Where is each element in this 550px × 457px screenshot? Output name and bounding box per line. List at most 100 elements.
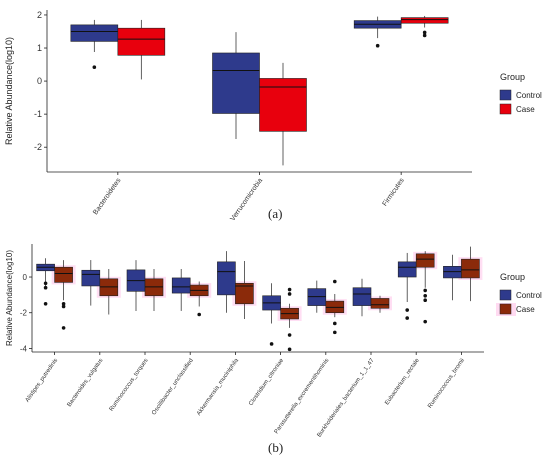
y-tick-label: -2 [20, 309, 28, 318]
y-tick-label: 0 [37, 76, 42, 86]
outlier-point [405, 308, 410, 312]
caption-b: (b) [268, 440, 284, 455]
caption-a: (a) [268, 206, 283, 221]
x-tick-label: Ruminococcus_bromii [427, 358, 466, 410]
x-tick-label: Alistipes_putredinis [25, 358, 60, 404]
y-tick-label: -4 [20, 344, 28, 353]
x-tick-label: Firmicutes [382, 177, 407, 208]
box-body [171, 277, 191, 294]
box-body [212, 52, 260, 114]
box-body [259, 78, 307, 132]
box-body [370, 298, 390, 309]
box-body [415, 253, 435, 268]
outlier-point [333, 330, 337, 335]
y-tick-label: 1 [37, 43, 42, 53]
outlier-point [423, 319, 428, 324]
case-box [280, 287, 299, 352]
outlier-point [405, 316, 410, 320]
legend-swatch [499, 89, 512, 101]
case-box [235, 260, 254, 319]
outlier-point [43, 285, 48, 290]
y-tick-label: 2 [37, 10, 42, 20]
legend-swatch [499, 303, 512, 315]
control-box [397, 252, 417, 320]
box-body [235, 282, 254, 305]
outlier-point [423, 288, 428, 293]
box-body [400, 17, 449, 24]
x-tick-label: Ruminococcus_torques [109, 358, 150, 413]
case-box [415, 251, 435, 324]
case-box [461, 246, 480, 302]
x-tick-label: Parasutterella_excrementihominis [274, 358, 331, 435]
legend-entry: Case [516, 305, 535, 314]
x-tick-label: Clostridium_citroniae [248, 357, 285, 407]
y-tick-label: -2 [34, 142, 42, 152]
outlier-point [61, 304, 66, 309]
control-box [81, 260, 101, 306]
box-body [352, 287, 372, 306]
legend-title: Group [500, 72, 525, 82]
case-box [189, 281, 209, 317]
legend-entry: Control [516, 291, 542, 300]
control-box [212, 32, 260, 139]
control-box [352, 278, 372, 317]
legend-title: Group [500, 272, 525, 282]
box-body [217, 261, 236, 296]
case-box [117, 19, 166, 80]
outlier-point [43, 302, 48, 306]
outlier-point [269, 342, 274, 346]
case-box [370, 295, 390, 313]
control-box [262, 283, 281, 346]
legend-entry: Control [516, 91, 542, 100]
outlier-point [43, 281, 48, 286]
x-tick-label: Eubacterium_rectale [384, 357, 421, 406]
y-tick-label: 0 [23, 273, 28, 282]
control-box [307, 280, 327, 313]
outlier-point [61, 302, 66, 306]
outlier-point [197, 312, 201, 317]
outlier-point [375, 43, 380, 48]
outlier-point [287, 292, 292, 296]
legend-swatch [499, 289, 512, 301]
legend: Group Control Case [496, 272, 542, 316]
box-body [461, 258, 480, 279]
outlier-point [287, 347, 292, 352]
x-tick-label: Bacteroidetes [92, 177, 123, 216]
case-box [54, 260, 73, 330]
box-body [54, 266, 73, 283]
case-box [259, 62, 307, 166]
legend: Group Control Case [499, 72, 542, 115]
x-tick-label: Verrucomicrobia [229, 177, 264, 223]
control-box [126, 260, 146, 311]
x-tick-label: Akkermansia_muciniphila [196, 357, 240, 417]
legend-swatch [499, 103, 512, 115]
box-body [397, 261, 417, 278]
y-axis-label: Relative Abundance(log10) [5, 250, 14, 346]
case-box [325, 279, 345, 335]
control-box [217, 251, 236, 313]
x-tick-label: Burkholderiales_bacterium_1_1_47 [317, 357, 376, 438]
outlier-point [333, 321, 337, 326]
panel-b-chart: -4 -2 0 Relative Abundance(log10) Alistipes_… [5, 244, 542, 438]
outlier-point [422, 33, 427, 38]
outlier-point [333, 279, 337, 284]
x-tick-label: Oscillibacter_unclassified [151, 358, 195, 417]
outlier-point [61, 326, 66, 330]
case-box [144, 268, 164, 311]
y-axis-label: Relative Abundance(log10) [4, 37, 14, 145]
panel-a-chart: -2 -1 0 1 2 Relative Abundance(log10) Bacteroi… [4, 10, 542, 223]
outlier-point [287, 333, 292, 337]
x-tick-label: Bacteroides_vulgatus [67, 358, 105, 408]
outlier-point [423, 293, 428, 298]
outlier-point [422, 30, 427, 35]
control-box [353, 16, 402, 48]
box-body [81, 269, 101, 287]
outlier-point [287, 287, 292, 292]
box-body [117, 27, 166, 56]
box-body [70, 24, 119, 42]
legend-entry: Case [516, 105, 535, 114]
control-box [171, 268, 191, 311]
case-box [99, 268, 119, 315]
outlier-point [92, 65, 97, 69]
